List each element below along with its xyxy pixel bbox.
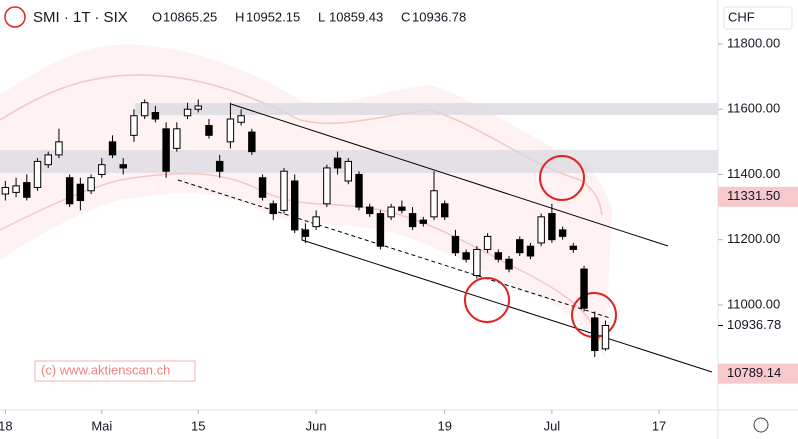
candle-body bbox=[290, 180, 299, 231]
candle-body bbox=[569, 245, 578, 250]
candle-body bbox=[248, 131, 256, 153]
candle-body bbox=[419, 219, 428, 224]
candle-body bbox=[344, 160, 352, 182]
x-tick-label: Jun bbox=[306, 418, 327, 433]
ohlc-value: 10952.15 bbox=[246, 9, 300, 24]
candle-body bbox=[194, 105, 202, 110]
candle-body bbox=[87, 177, 95, 192]
x-tick-label: Jul bbox=[544, 418, 561, 433]
currency[interactable]: CHF bbox=[728, 9, 755, 24]
candle-body bbox=[483, 235, 492, 250]
candle-body bbox=[516, 239, 524, 254]
watermark: (c) www.aktienscan.ch bbox=[41, 362, 170, 377]
candle-body bbox=[398, 206, 406, 211]
watermark-box bbox=[34, 360, 196, 382]
candle-body bbox=[1, 187, 10, 195]
ohlc-value: 10936.78 bbox=[412, 9, 466, 24]
y-tick-label: 11800.00 bbox=[727, 35, 780, 50]
candle-body bbox=[451, 235, 460, 254]
settings-icon[interactable] bbox=[753, 417, 769, 433]
candle-body bbox=[151, 112, 160, 120]
x-tick-label: Mai bbox=[91, 418, 112, 433]
candle-body bbox=[601, 325, 610, 350]
candle-body bbox=[162, 128, 170, 172]
x-tick-label: 18 bbox=[0, 418, 13, 433]
candle-body bbox=[119, 164, 127, 169]
symbol-icon bbox=[4, 6, 26, 28]
resistance-zone bbox=[135, 103, 718, 115]
candle-body bbox=[462, 252, 470, 260]
candle-body bbox=[12, 185, 20, 193]
candle-body bbox=[376, 213, 385, 247]
candle-body bbox=[280, 170, 288, 211]
candle-body bbox=[355, 173, 363, 208]
candle-body bbox=[323, 167, 331, 205]
candle-body bbox=[226, 118, 235, 143]
candle-body bbox=[473, 248, 481, 277]
candle-body bbox=[23, 182, 31, 198]
x-tick-label: 17 bbox=[652, 418, 666, 433]
candle-body bbox=[130, 115, 138, 136]
candle-body bbox=[548, 213, 556, 241]
price-label: 11331.50 bbox=[727, 188, 780, 203]
ohlc-letter: L bbox=[318, 9, 325, 24]
candle-body bbox=[269, 203, 277, 215]
candle-body bbox=[183, 108, 192, 117]
y-tick-label: 11200.00 bbox=[727, 231, 780, 246]
x-tick-label: 15 bbox=[191, 418, 205, 433]
y-tick-label: 11400.00 bbox=[727, 166, 780, 181]
candle-body bbox=[441, 203, 449, 218]
candle-body bbox=[258, 177, 267, 198]
candle-body bbox=[526, 245, 535, 257]
x-tick-label: 19 bbox=[437, 418, 451, 433]
currency-button[interactable] bbox=[723, 6, 793, 30]
resistance-zone bbox=[0, 150, 718, 173]
ohlc-letter: O bbox=[152, 9, 162, 24]
price-label: 10936.78 bbox=[727, 317, 781, 332]
price-label-box bbox=[718, 363, 798, 384]
ohlc-letter: C bbox=[401, 9, 410, 24]
y-tick-label: 11000.00 bbox=[727, 296, 780, 311]
candle-body bbox=[333, 157, 342, 169]
candle-body bbox=[366, 206, 374, 215]
candle-body bbox=[580, 268, 588, 309]
candle-body bbox=[205, 125, 213, 136]
candle-body bbox=[44, 154, 52, 166]
candle-body bbox=[301, 229, 310, 237]
candle-body bbox=[237, 115, 245, 123]
ohlc-letter: H bbox=[235, 9, 244, 24]
envelope bbox=[0, 44, 612, 361]
candle-body bbox=[505, 258, 513, 270]
candle-body bbox=[494, 252, 503, 260]
candle-body bbox=[76, 183, 85, 202]
channel-upper bbox=[230, 103, 669, 247]
price-label: 10789.14 bbox=[727, 365, 781, 380]
candle-body bbox=[33, 160, 42, 188]
candle-body bbox=[140, 102, 149, 117]
price-label-box bbox=[718, 186, 798, 207]
candle-body bbox=[387, 206, 395, 218]
candle-body bbox=[591, 317, 599, 352]
symbol-title: SMI · 1T · SIX bbox=[33, 9, 128, 26]
candle-body bbox=[430, 190, 438, 218]
candle-body bbox=[98, 164, 106, 175]
channel-mid bbox=[177, 179, 611, 319]
candle-body bbox=[408, 213, 417, 228]
candle-body bbox=[537, 216, 545, 244]
candle-body bbox=[312, 216, 320, 228]
y-tick-label: 11600.00 bbox=[727, 101, 780, 116]
ohlc-value: 10865.25 bbox=[163, 9, 217, 24]
candle-body bbox=[215, 160, 224, 172]
candle-body bbox=[558, 229, 567, 237]
candle-body bbox=[108, 141, 117, 156]
ohlc-value: 10859.43 bbox=[329, 9, 383, 24]
candle-body bbox=[55, 141, 63, 156]
candle-body bbox=[173, 128, 181, 149]
candle-body bbox=[65, 177, 74, 205]
